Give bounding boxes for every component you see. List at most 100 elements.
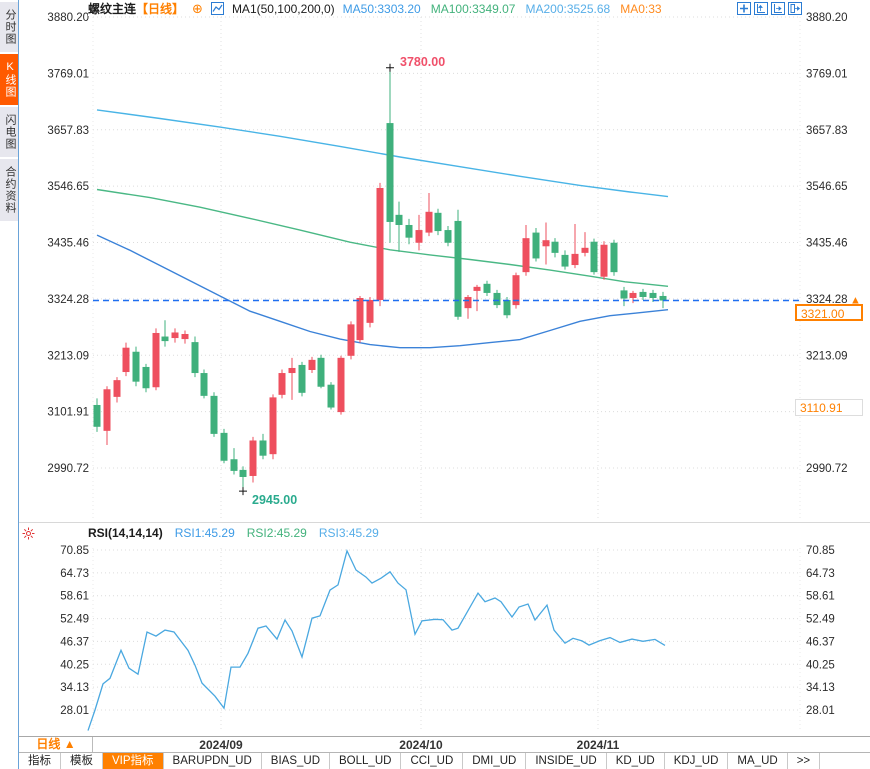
candlestick[interactable] — [639, 291, 647, 297]
candlestick[interactable] — [493, 292, 501, 306]
candlestick[interactable] — [405, 224, 413, 238]
candlestick[interactable] — [259, 440, 267, 456]
candlestick[interactable] — [161, 336, 169, 342]
candlestick[interactable] — [571, 253, 579, 266]
candlestick[interactable] — [629, 292, 637, 299]
candlestick[interactable] — [356, 298, 364, 341]
indicator-tab-BARUPDN_UD[interactable]: BARUPDN_UD — [164, 753, 262, 769]
candlestick[interactable] — [171, 332, 179, 339]
candlestick[interactable] — [532, 232, 540, 259]
zoom-vertical-icon[interactable] — [754, 2, 768, 15]
high-price-label: 3780.00 — [400, 55, 445, 69]
date-axis-label: 2024/10 — [399, 738, 443, 752]
candlestick[interactable] — [600, 244, 608, 277]
candlestick[interactable] — [425, 211, 433, 233]
sidebar-tab-闪电图[interactable]: 闪电图 — [0, 107, 18, 157]
candlestick[interactable] — [454, 220, 462, 317]
low-price-label: 2945.00 — [252, 493, 297, 507]
candlestick[interactable] — [210, 395, 218, 434]
candlestick[interactable] — [659, 295, 667, 301]
candlestick[interactable] — [181, 334, 189, 340]
candlestick[interactable] — [327, 384, 335, 408]
rsi-axis-label-left: 28.01 — [60, 705, 89, 717]
candlestick[interactable] — [581, 247, 589, 253]
candlestick[interactable] — [542, 240, 550, 247]
indicator-tab-INSIDE_UD[interactable]: INSIDE_UD — [526, 753, 607, 769]
rsi-axis-label-left: 70.85 — [60, 545, 89, 557]
candlestick[interactable] — [317, 357, 325, 387]
indicator-tab-VIP指标[interactable]: VIP指标 — [103, 753, 164, 769]
candlestick[interactable] — [483, 283, 491, 293]
pan-icon[interactable] — [737, 2, 751, 15]
candlestick[interactable] — [191, 342, 199, 374]
candlestick[interactable] — [337, 357, 345, 413]
indicator-tab-DMI_UD[interactable]: DMI_UD — [463, 753, 527, 769]
add-indicator-icon[interactable]: ⊕ — [192, 1, 203, 16]
candlestick[interactable] — [132, 351, 140, 382]
candlestick[interactable] — [386, 123, 394, 222]
candlestick[interactable] — [103, 389, 111, 431]
date-axis-row: 日线 ▲ 2024/09 2024/10 2024/11 — [19, 736, 870, 752]
sidebar-tab-K线图[interactable]: K线图 — [0, 54, 18, 105]
candlestick[interactable] — [464, 296, 472, 309]
rsi-axis-label-right: 52.49 — [806, 614, 835, 626]
candlestick[interactable] — [122, 347, 130, 373]
candlestick[interactable] — [444, 230, 452, 243]
price-axis-label-left: 3213.09 — [47, 350, 89, 362]
candlestick[interactable] — [269, 397, 277, 455]
indicator-tab-指标[interactable]: 指标 — [19, 753, 61, 769]
candlestick[interactable] — [308, 359, 316, 370]
candlestick[interactable] — [649, 292, 657, 299]
candlestick[interactable] — [561, 254, 569, 267]
sidebar-tab-合约资料[interactable]: 合约资料 — [0, 159, 18, 221]
indicator-tab-MA_UD[interactable]: MA_UD — [728, 753, 788, 769]
candlestick[interactable] — [522, 238, 530, 273]
candlestick[interactable] — [503, 300, 511, 316]
ma-legend-item: MA100:3349.07 — [430, 1, 516, 16]
sidebar-tab-分时图[interactable]: 分时图 — [0, 2, 18, 52]
candlestick[interactable] — [298, 364, 306, 393]
indicator-tab-BOLL_UD[interactable]: BOLL_UD — [330, 753, 402, 769]
indicator-tab-模板[interactable]: 模板 — [61, 753, 103, 769]
period-selector-button[interactable]: 日线 ▲ — [20, 737, 93, 752]
indicator-tab-KDJ_UD[interactable]: KDJ_UD — [665, 753, 729, 769]
symbol-title: 螺纹主连 — [88, 2, 137, 16]
candlestick[interactable] — [288, 367, 296, 374]
candlestick[interactable] — [610, 242, 618, 273]
candlestick[interactable] — [395, 214, 403, 225]
candlestick[interactable] — [93, 404, 101, 427]
price-axis-label-left: 3101.91 — [47, 407, 89, 419]
candlestick[interactable] — [200, 373, 208, 396]
candlestick[interactable] — [113, 380, 121, 397]
high-cross-marker — [386, 63, 394, 72]
candlestick[interactable] — [230, 459, 238, 471]
indicator-tab-CCI_UD[interactable]: CCI_UD — [401, 753, 464, 769]
candlestick[interactable] — [473, 286, 481, 291]
candlestick[interactable] — [551, 241, 559, 253]
candlestick[interactable] — [590, 241, 598, 273]
candlestick[interactable] — [152, 332, 160, 388]
popout-icon[interactable] — [788, 2, 802, 15]
candlestick[interactable] — [512, 275, 520, 306]
candlestick[interactable] — [249, 440, 257, 476]
indicator-tab->>[interactable]: >> — [788, 753, 821, 769]
candlestick[interactable] — [434, 212, 442, 232]
candlestick[interactable] — [620, 290, 628, 299]
candlestick[interactable] — [415, 230, 423, 243]
candlestick[interactable] — [278, 373, 286, 395]
indicator-tab-BIAS_UD[interactable]: BIAS_UD — [262, 753, 331, 769]
candlestick[interactable] — [220, 432, 228, 461]
date-axis-label: 2024/09 — [199, 738, 243, 752]
rsi-settings-icon[interactable] — [22, 527, 35, 545]
candlestick[interactable] — [142, 366, 150, 389]
zoom-horizontal-icon[interactable] — [771, 2, 785, 15]
chart-legend-bar: 螺纹主连【日线】 ⊕ MA1(50,100,200,0) MA50:3303.2… — [88, 1, 666, 16]
indicator-tab-KD_UD[interactable]: KD_UD — [607, 753, 665, 769]
candlestick[interactable] — [347, 324, 355, 356]
candlestick[interactable] — [376, 187, 384, 301]
candlestick[interactable] — [366, 300, 374, 323]
ma200-line — [96, 109, 669, 198]
price-axis-label-right: 3546.65 — [806, 181, 848, 193]
candlestick[interactable] — [239, 469, 247, 477]
